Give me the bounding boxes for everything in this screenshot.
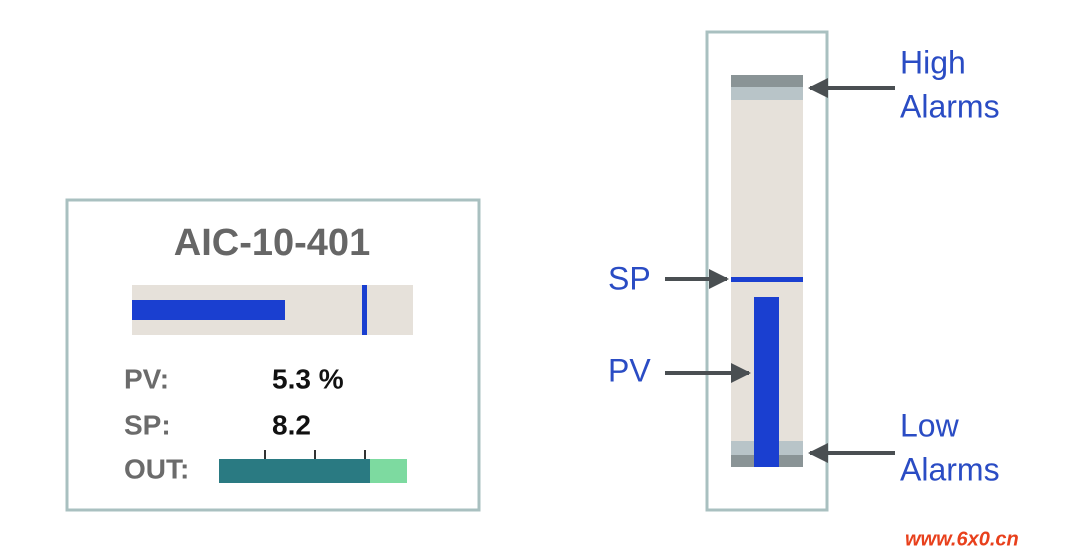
sp-callout: SP	[608, 260, 651, 296]
watermark: www.6x0.cn	[905, 528, 1019, 550]
out-ticks	[264, 450, 366, 459]
pv-bar	[132, 300, 285, 320]
high-label: High	[900, 44, 966, 80]
sp-line	[731, 277, 803, 282]
pv-callout: PV	[608, 352, 651, 388]
out-label: OUT:	[124, 453, 189, 484]
faceplate-frame	[65, 198, 481, 512]
sp-value: 8.2	[272, 409, 311, 440]
high-label: Alarms	[900, 88, 1000, 124]
pv-vbar	[754, 297, 779, 467]
sp-label: SP:	[124, 409, 171, 440]
out-remaining	[370, 459, 407, 483]
pv-value: 5.3 %	[272, 363, 344, 394]
callout-arrows	[665, 78, 895, 463]
high-alarm	[731, 87, 803, 100]
high-high-alarm	[731, 75, 803, 87]
out-bar	[219, 459, 370, 483]
low-label: Low	[900, 407, 960, 443]
low-label: Alarms	[900, 451, 1000, 487]
sp-marker	[362, 285, 367, 335]
tag-title: AIC-10-401	[174, 222, 370, 264]
pv-label: PV:	[124, 363, 169, 394]
